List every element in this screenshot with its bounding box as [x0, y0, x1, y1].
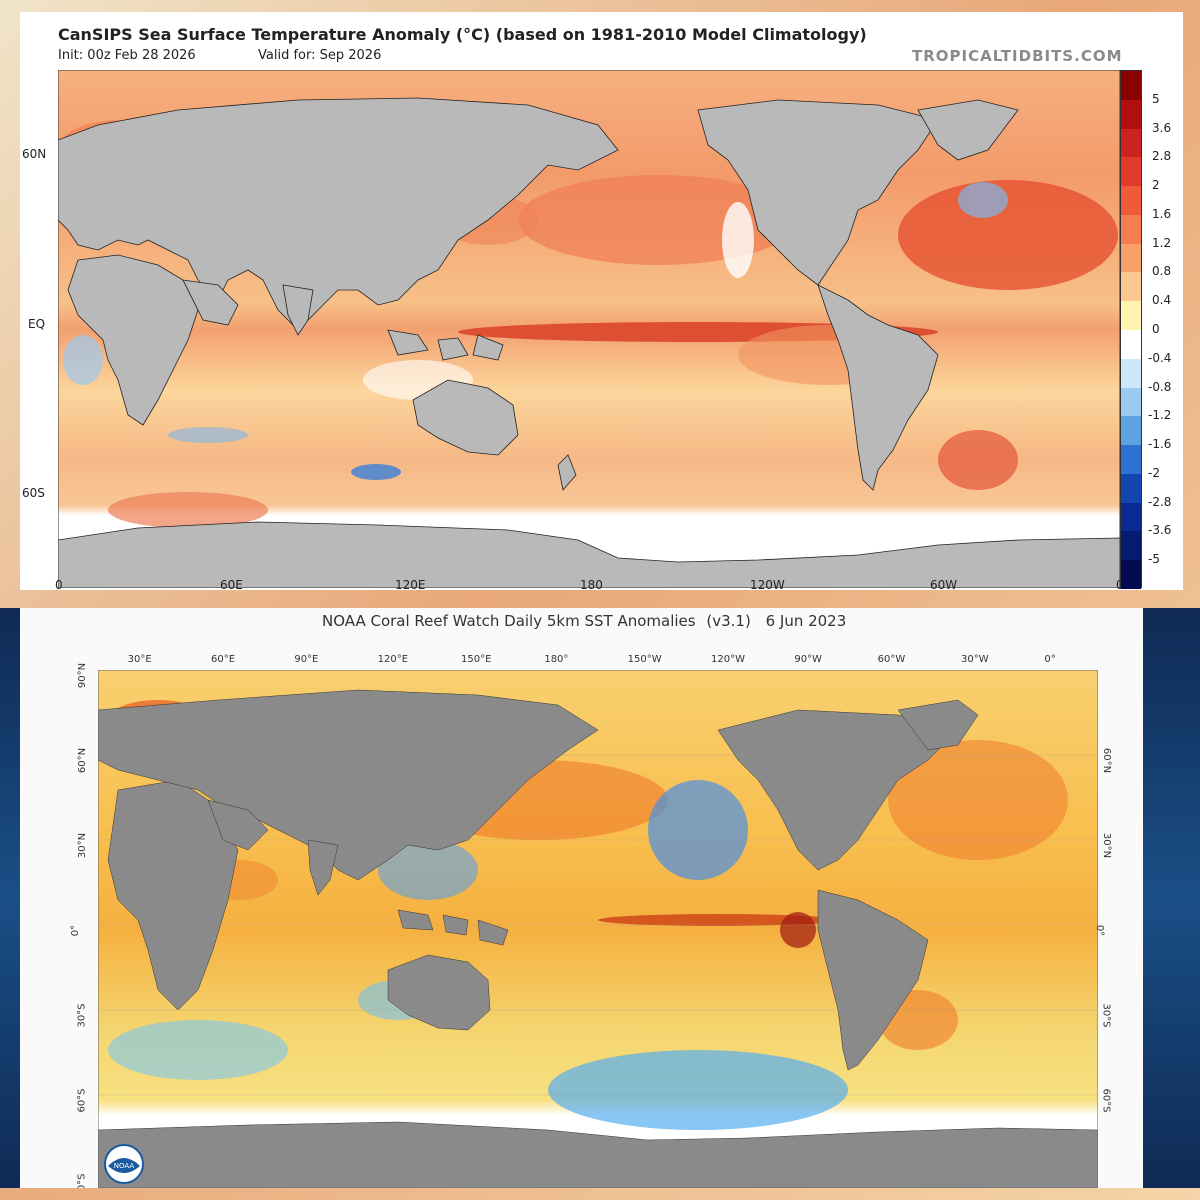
bottom-sst-anomaly-map — [98, 670, 1098, 1188]
bottom-lat-label-left: 60°S — [76, 1088, 88, 1113]
colorbar-swatch — [1121, 473, 1141, 504]
colorbar-swatch — [1121, 330, 1141, 360]
lat-label-60n: 60N — [22, 147, 47, 161]
bottom-lat-label-left: 30°S — [76, 1003, 88, 1028]
colorbar-label: 0.4 — [1152, 293, 1172, 308]
colorbar-label: 0 — [1152, 322, 1160, 336]
lon-label: 0 — [1116, 578, 1124, 590]
colorbar-swatch — [1121, 445, 1141, 475]
bottom-lon-label: 90°E — [294, 654, 319, 665]
coral-reef-watch-panel: NOAA Coral Reef Watch Daily 5km SST Anom… — [20, 608, 1143, 1188]
lat-label-eq: EQ — [28, 317, 46, 331]
colorbar-swatch — [1121, 99, 1141, 130]
colorbar-swatch — [1121, 387, 1141, 417]
right-news-strip — [1143, 608, 1200, 1188]
bottom-lat-labels-right: 60°N 30°N 0° 30°S 60°S — [1094, 670, 1120, 1188]
colorbar-swatch — [1121, 243, 1141, 273]
bottom-map-title: NOAA Coral Reef Watch Daily 5km SST Anom… — [322, 612, 846, 630]
bottom-lat-label-right: 30°N — [1101, 832, 1113, 859]
colorbar-label: 2 — [1152, 178, 1160, 193]
bottom-title-date: 6 Jun 2023 — [765, 612, 847, 630]
bottom-lat-label-left: 30°N — [77, 832, 89, 859]
lon-label: 180 — [580, 578, 603, 590]
lon-label: 120W — [750, 578, 785, 590]
colorbar-swatch — [1121, 71, 1141, 101]
colorbar-swatch — [1121, 186, 1141, 216]
colorbar-swatch — [1121, 157, 1141, 187]
colorbar-label: -1.6 — [1148, 437, 1172, 452]
colorbar-label: -5 — [1148, 552, 1160, 567]
bottom-lat-label-left: 90°S — [76, 1173, 88, 1188]
colorbar-swatch — [1121, 502, 1141, 532]
colorbar — [1120, 70, 1142, 590]
colorbar-swatch — [1121, 214, 1141, 245]
top-map-title: CanSIPS Sea Surface Temperature Anomaly … — [58, 25, 867, 44]
colorbar-label: 2.8 — [1152, 149, 1172, 164]
bottom-lon-label: 30°E — [127, 654, 152, 665]
bottom-lon-label: 30°W — [961, 654, 989, 665]
bottom-lon-label: 150°W — [627, 654, 662, 665]
bottom-lon-label: 180° — [544, 654, 569, 665]
colorbar-label: -0.8 — [1148, 379, 1172, 394]
colorbar-label: -2 — [1148, 465, 1160, 480]
bottom-title-version: (v3.1) — [706, 612, 751, 630]
bottom-lat-label-left: 90°N — [77, 662, 89, 689]
left-news-strip — [0, 608, 20, 1188]
colorbar-label: 0.8 — [1152, 264, 1172, 279]
colorbar-swatch — [1121, 531, 1141, 561]
noaa-logo: NOAA — [104, 1144, 144, 1184]
colorbar-swatch — [1121, 358, 1141, 389]
colorbar-label: 1.2 — [1152, 235, 1172, 250]
colorbar-swatch — [1121, 560, 1141, 590]
bottom-lon-label: 150°E — [461, 654, 492, 665]
bottom-lon-label: 0° — [1044, 654, 1056, 665]
bottom-lat-label-right: 0° — [1094, 924, 1106, 937]
colorbar-label: 1.6 — [1152, 206, 1172, 221]
colorbar-swatch — [1121, 301, 1141, 331]
colorbar-label: -2.8 — [1148, 494, 1172, 509]
bottom-lat-label-left: 60°N — [77, 747, 89, 774]
noaa-logo-text: NOAA — [114, 1162, 135, 1170]
bottom-lon-labels: 30°E 60°E 90°E 120°E 150°E 180° 150°W 120°W 90°W… — [98, 654, 1098, 668]
lon-label: 60W — [930, 578, 958, 590]
brand-watermark: TROPICALTIDBITS.COM — [912, 47, 1123, 65]
bottom-lon-label: 60°W — [877, 654, 906, 665]
bottom-lat-label-right: 60°S — [1100, 1088, 1112, 1113]
colorbar-labels: 5 3.6 2.8 2 1.6 1.2 0.8 0.4 0 -0.4 -0.8 -1.2 -1.6 -2 -… — [1148, 70, 1183, 588]
bottom-lat-label-left: 0° — [70, 924, 82, 937]
top-sst-anomaly-map — [58, 70, 1120, 588]
colorbar-label: 3.6 — [1152, 120, 1172, 135]
bottom-lat-label-right: 60°N — [1101, 747, 1113, 774]
cansips-map-panel: CanSIPS Sea Surface Temperature Anomaly … — [20, 12, 1183, 590]
lat-label-60s: 60S — [22, 486, 45, 500]
lon-label: 0 — [55, 578, 63, 590]
colorbar-swatch — [1121, 272, 1141, 302]
noaa-logo-icon: NOAA — [104, 1144, 144, 1184]
bottom-lon-label: 120°W — [711, 654, 745, 665]
top-map-valid: Valid for: Sep 2026 — [258, 48, 382, 63]
lon-label: 120E — [395, 578, 426, 590]
bottom-lat-labels-left: 90°N 60°N 30°N 0° 30°S 60°S 90°S — [70, 663, 96, 1188]
colorbar-label: -1.2 — [1148, 408, 1172, 423]
bottom-title-text: NOAA Coral Reef Watch Daily 5km SST Anom… — [322, 612, 696, 630]
colorbar-label: -3.6 — [1148, 523, 1172, 538]
bottom-lon-label: 60°E — [211, 654, 236, 665]
colorbar-label: 5 — [1152, 91, 1160, 106]
colorbar-swatch — [1121, 128, 1141, 158]
lon-label: 60E — [220, 578, 243, 590]
colorbar-swatch — [1121, 416, 1141, 446]
top-map-init: Init: 00z Feb 28 2026 — [58, 48, 196, 63]
bottom-lon-label: 120°E — [377, 654, 409, 665]
bottom-lat-label-right: 30°S — [1100, 1003, 1112, 1028]
bottom-lon-label: 90°W — [794, 654, 822, 665]
colorbar-label: -0.4 — [1148, 350, 1172, 365]
